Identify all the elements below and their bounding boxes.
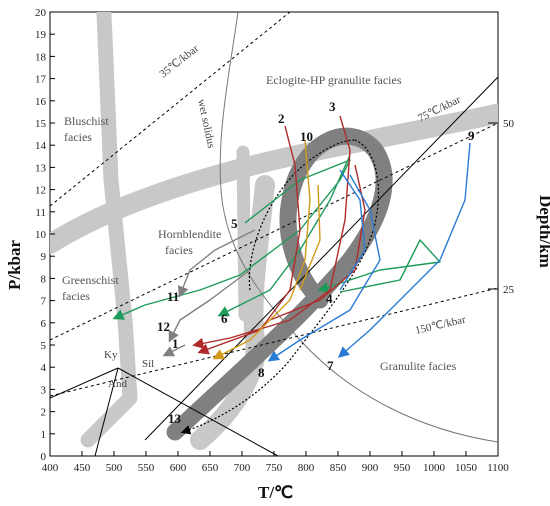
y-tick-label: 11 bbox=[35, 207, 46, 219]
y-tick-label: 15 bbox=[35, 118, 47, 130]
y-tick-label: 14 bbox=[35, 140, 47, 152]
path-number-11: 11 bbox=[167, 289, 179, 304]
depth-tick-50: 50 bbox=[503, 118, 515, 130]
y-tick-label: 6 bbox=[41, 318, 47, 330]
ky-label: Ky bbox=[104, 349, 118, 361]
x-tick-label: 900 bbox=[362, 462, 379, 474]
y-tick-label: 1 bbox=[41, 429, 47, 441]
y-tick-label: 18 bbox=[35, 51, 47, 63]
x-tick-label: 600 bbox=[170, 462, 187, 474]
x-tick-label: 450 bbox=[74, 462, 91, 474]
path-number-4: 4 bbox=[326, 291, 333, 306]
x-tick-label: 700 bbox=[234, 462, 251, 474]
path-number-3: 3 bbox=[329, 99, 336, 114]
eclogite-label: Eclogite-HP granulite facies bbox=[266, 73, 402, 87]
greenschist-label-1: Greenschist bbox=[62, 273, 119, 287]
pt-paths bbox=[112, 115, 471, 362]
blueschist-label-1: Bluschist bbox=[64, 114, 109, 128]
path-number-10: 10 bbox=[300, 129, 313, 144]
y-tick-label: 16 bbox=[35, 96, 47, 108]
y-tick-label: 4 bbox=[41, 362, 47, 374]
depth-ticks: 50 25 bbox=[488, 118, 515, 296]
y-tick-label: 19 bbox=[35, 29, 47, 41]
blueschist-label-2: facies bbox=[64, 130, 92, 144]
y-tick-label: 13 bbox=[35, 162, 47, 174]
geotherm-75-line bbox=[50, 122, 498, 341]
diagonal-solid-line bbox=[144, 76, 498, 441]
hornblendite-label-2: facies bbox=[165, 243, 193, 257]
granulite-label: Granulite facies bbox=[380, 359, 457, 373]
x-tick-label: 500 bbox=[106, 462, 123, 474]
x-axis-ticks: 400 450 500 550 600 650 700 750 800 850 900 950 1000… bbox=[42, 451, 509, 474]
y-tick-label: 3 bbox=[41, 384, 47, 396]
y-tick-label: 9 bbox=[41, 251, 47, 263]
x-tick-label: 800 bbox=[298, 462, 315, 474]
dark-pt-band bbox=[166, 127, 393, 441]
y-tick-label: 5 bbox=[41, 340, 47, 352]
y-tick-label: 10 bbox=[35, 229, 47, 241]
path-number-9: 9 bbox=[468, 128, 475, 143]
x-tick-label: 850 bbox=[330, 462, 347, 474]
and-label: And bbox=[108, 378, 127, 390]
depth-tick-25: 25 bbox=[503, 284, 515, 296]
path-number-12: 12 bbox=[157, 319, 170, 334]
y-tick-label: 8 bbox=[41, 273, 47, 285]
path-number-5: 5 bbox=[231, 216, 238, 231]
path-number-13: 13 bbox=[168, 411, 182, 426]
y-tick-label: 0 bbox=[41, 451, 47, 463]
sil-label: Sil bbox=[142, 358, 154, 370]
path-number-8: 8 bbox=[258, 365, 265, 380]
x-tick-label: 650 bbox=[202, 462, 219, 474]
x-tick-label: 750 bbox=[266, 462, 283, 474]
x-tick-label: 400 bbox=[42, 462, 59, 474]
path-number-6: 6 bbox=[221, 311, 228, 326]
geotherm-150-line bbox=[50, 287, 498, 397]
y-tick-label: 12 bbox=[35, 185, 46, 197]
path-number-7: 7 bbox=[327, 358, 334, 373]
hornblendite-label-1: Hornblendite bbox=[158, 227, 221, 241]
dotted-inner-path bbox=[180, 139, 380, 435]
x-tick-label: 950 bbox=[394, 462, 411, 474]
y-tick-label: 17 bbox=[35, 74, 47, 86]
y-tick-label: 2 bbox=[41, 407, 47, 419]
x-tick-label: 1100 bbox=[487, 462, 509, 474]
path-number-1: 1 bbox=[172, 336, 179, 351]
x-tick-label: 1000 bbox=[423, 462, 446, 474]
aluminosilicate-lines bbox=[50, 367, 279, 456]
y-tick-label: 7 bbox=[41, 296, 47, 308]
greenschist-label-2: facies bbox=[62, 289, 90, 303]
path-number-2: 2 bbox=[278, 111, 285, 126]
y-tick-label: 20 bbox=[35, 7, 47, 19]
depth-axis-title: Depth/km bbox=[536, 195, 550, 268]
wet-solidus bbox=[219, 12, 498, 443]
x-axis-title: T/℃ bbox=[258, 483, 293, 502]
x-tick-label: 550 bbox=[138, 462, 155, 474]
x-tick-label: 1050 bbox=[455, 462, 478, 474]
y-axis-title: P/kbar bbox=[5, 239, 24, 290]
